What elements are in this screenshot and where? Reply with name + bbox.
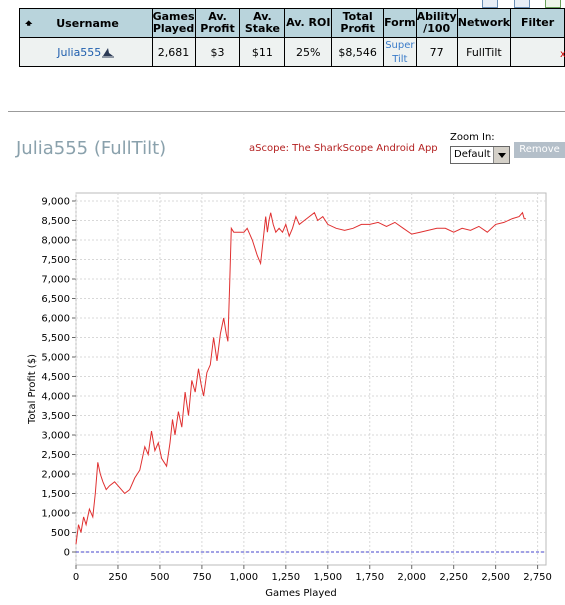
cell-network: FullTilt xyxy=(456,37,512,67)
remove-button[interactable]: Remove xyxy=(514,142,565,158)
y-tick-label: 2,500 xyxy=(41,450,70,461)
x-tick-label: 2,750 xyxy=(523,572,552,583)
x-tick-label: 1,000 xyxy=(230,572,259,583)
y-tick-label: 5,500 xyxy=(41,333,70,344)
col-username[interactable]: 🠹 Username xyxy=(19,8,153,38)
ascope-app-link[interactable]: aScope: The SharkScope Android App xyxy=(249,143,438,154)
y-axis-label: Total Profit ($) xyxy=(27,354,38,425)
x-tick-label: 2,250 xyxy=(439,572,468,583)
x-tick-label: 2,000 xyxy=(397,572,426,583)
cell-total-profit: $8,546 xyxy=(331,37,385,67)
player-stats-table: 🠹 Username Games Played Av. Profit Av. Stak… xyxy=(19,8,565,67)
cell-av-profit: $3 xyxy=(194,37,241,67)
y-tick-label: 0 xyxy=(64,548,70,559)
y-tick-label: 2,000 xyxy=(41,470,70,481)
refresh-icon[interactable] xyxy=(545,0,561,8)
cell-filter[interactable] xyxy=(510,37,565,67)
cell-av-stake: $11 xyxy=(239,37,286,67)
table-row: Julia555 2,681 $3 $11 25% $8,546 Super T… xyxy=(19,37,565,67)
x-tick-label: 1,750 xyxy=(355,572,384,583)
cell-av-roi: 25% xyxy=(284,37,333,67)
col-av-stake[interactable]: Av. Stake xyxy=(239,8,286,38)
sort-arrow-up-icon[interactable]: 🠹 xyxy=(25,15,33,30)
y-tick-label: 3,500 xyxy=(41,411,70,422)
y-tick-label: 6,500 xyxy=(41,294,70,305)
zoom-selected-value: Default xyxy=(454,149,491,160)
form-link-line2[interactable]: Tilt xyxy=(392,54,408,65)
x-tick-label: 1,250 xyxy=(272,572,301,583)
form-link-line1[interactable]: Super xyxy=(385,40,415,51)
y-tick-label: 7,500 xyxy=(41,255,70,266)
profit-chart: 0 500 1,000 1,500 2,000 2,500 3,000 3,500 4,000 4… xyxy=(27,192,552,599)
shark-icon[interactable] xyxy=(102,47,115,58)
col-filter[interactable]: Filter xyxy=(510,8,565,38)
col-games-played[interactable]: Games Played xyxy=(151,8,196,38)
x-tick-label: 750 xyxy=(192,572,211,583)
graph-title: Julia555 (FullTilt) xyxy=(16,138,167,159)
print-icon[interactable] xyxy=(514,0,530,8)
username-link[interactable]: Julia555 xyxy=(57,45,102,59)
col-ability[interactable]: Ability/100 xyxy=(415,8,458,38)
cell-ability: 77 xyxy=(415,37,458,67)
x-tick-label: 500 xyxy=(150,572,169,583)
y-tick-label: 6,000 xyxy=(41,314,70,325)
y-tick-label: 500 xyxy=(51,528,70,539)
x-tick-label: 2,500 xyxy=(481,572,510,583)
cell-form[interactable]: Super Tilt xyxy=(383,37,417,67)
zoom-select[interactable]: Default xyxy=(450,146,510,164)
y-tick-label: 5,000 xyxy=(41,353,70,364)
cell-games-played: 2,681 xyxy=(151,37,196,67)
y-tick-label: 4,000 xyxy=(41,392,70,403)
section-divider xyxy=(8,111,565,112)
y-tick-label: 4,500 xyxy=(41,372,70,383)
x-tick-label: 250 xyxy=(108,572,127,583)
y-tick-label: 7,000 xyxy=(41,275,70,286)
cell-username: Julia555 xyxy=(19,37,153,67)
plot-area xyxy=(75,192,547,566)
remove-row-icon[interactable]: x xyxy=(560,49,565,60)
x-axis-label: Games Played xyxy=(265,588,337,599)
y-tick-label: 8,000 xyxy=(41,236,70,247)
table-header-row: 🠹 Username Games Played Av. Profit Av. Stak… xyxy=(19,8,565,38)
y-tick-label: 8,500 xyxy=(41,216,70,227)
col-av-profit[interactable]: Av. Profit xyxy=(194,8,241,38)
y-tick-label: 9,000 xyxy=(41,197,70,208)
col-av-roi[interactable]: Av. ROI xyxy=(284,8,333,38)
y-tick-label: 1,500 xyxy=(41,489,70,500)
col-total-profit[interactable]: Total Profit xyxy=(331,8,385,38)
col-form[interactable]: Form xyxy=(383,8,417,38)
profit-series-line xyxy=(75,211,527,545)
y-tick-label: 1,000 xyxy=(41,509,70,520)
y-tick-label: 3,000 xyxy=(41,431,70,442)
chevron-down-icon[interactable] xyxy=(493,147,509,163)
zoom-label: Zoom In: xyxy=(450,132,495,143)
x-tick-label: 1,500 xyxy=(313,572,342,583)
col-network[interactable]: Network xyxy=(456,8,512,38)
x-tick-label: 0 xyxy=(73,572,79,583)
export-icon[interactable] xyxy=(482,0,498,8)
